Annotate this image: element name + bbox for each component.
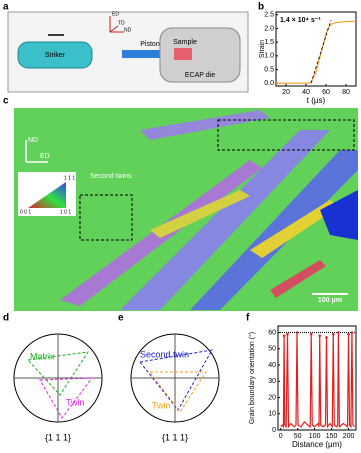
axis-label: ND (28, 137, 38, 144)
key-label: 1 1 1 (64, 175, 75, 181)
marker (282, 334, 286, 338)
pole-figure (13, 333, 220, 423)
marker (331, 332, 335, 336)
color-key (18, 172, 76, 216)
y-tick-label: 1.0 (264, 53, 274, 60)
axis-label: ND (124, 27, 132, 33)
plot-frame (277, 325, 357, 431)
y-tick-label: 0 (272, 427, 276, 434)
scale-label: 100 μm (318, 297, 342, 304)
pf-label: Matrix (30, 351, 55, 361)
piston-label: Piston (140, 41, 160, 48)
y-tick-label: 0.5 (264, 66, 274, 73)
y-tick-label: 1.5 (264, 39, 274, 46)
pf-label: Twin (152, 400, 171, 410)
zoom-box (79, 194, 133, 241)
pf-plane: {1 1 1} (45, 432, 71, 442)
panel-label: f (246, 313, 250, 324)
marker (309, 332, 313, 336)
panel-label: e (118, 313, 124, 324)
y-tick-label: 50 (268, 346, 276, 353)
y-tick-label: 0.0 (264, 80, 274, 87)
x-tick-label: 40 (302, 89, 310, 96)
y-tick-label: 60 (268, 329, 276, 336)
marker (286, 332, 289, 336)
grain-bands (60, 110, 358, 310)
y-tick-label: 30 (268, 378, 276, 385)
key-label: 0 0 1 (20, 209, 31, 215)
marker (350, 331, 354, 334)
series-line (310, 20, 332, 84)
x-tick-label: 0 (279, 433, 283, 440)
panel-label: d (3, 313, 9, 324)
annotation: 1.4 × 10⁴ s⁻¹ (280, 17, 321, 24)
map-annotation: Second twins (90, 173, 132, 180)
x-tick-label: 60 (322, 89, 330, 96)
marker (295, 331, 299, 334)
axis-label: TD (118, 20, 125, 26)
piston (122, 50, 174, 58)
x-tick-label: 80 (342, 89, 350, 96)
x-tick-label: 20 (282, 89, 290, 96)
y-tick-label: 10 (268, 411, 276, 418)
ipf-triangle (28, 182, 66, 208)
series-line (276, 20, 357, 84)
map-axes (25, 140, 48, 163)
axis-label: ED (112, 11, 119, 17)
marker (325, 336, 328, 339)
die (159, 27, 241, 83)
pf-plane: {1 1 1} (162, 432, 188, 442)
x-tick-label: 200 (343, 433, 355, 440)
series-line (280, 332, 356, 429)
sample (174, 48, 192, 60)
scale-bar (312, 293, 348, 295)
y-axis-label: Strain (259, 40, 266, 58)
y-tick-label: 2.0 (264, 25, 274, 32)
key-label: 1 0 1 (60, 209, 71, 215)
zoom-box (217, 119, 355, 151)
sample-label: Sample (173, 39, 197, 46)
panel-label: a (3, 2, 9, 13)
panel-label: c (3, 96, 9, 107)
marker (318, 334, 322, 338)
die-label: ECAP die (185, 72, 215, 79)
marker (347, 332, 350, 336)
axes-icon (109, 16, 124, 33)
striker (17, 41, 93, 69)
plot-frame (275, 11, 357, 87)
pf-label: Second twin (140, 349, 189, 359)
y-tick-label: 20 (268, 394, 276, 401)
x-axis-label: Distance (μm) (292, 440, 342, 449)
x-tick-label: 100 (309, 433, 321, 440)
pf-label: Twin (66, 397, 85, 407)
y-tick-label: 2.5 (264, 12, 274, 19)
striker-label: Striker (45, 52, 66, 59)
y-axis-label: Grain boundary orientation (°) (248, 332, 256, 424)
marker (337, 331, 340, 334)
x-tick-label: 150 (326, 433, 338, 440)
axis-label: ED (40, 153, 50, 160)
x-tick-label: 50 (294, 433, 302, 440)
y-tick-label: 40 (268, 362, 276, 369)
panel-label: b (258, 2, 264, 13)
x-axis-label: t (μs) (307, 96, 326, 105)
